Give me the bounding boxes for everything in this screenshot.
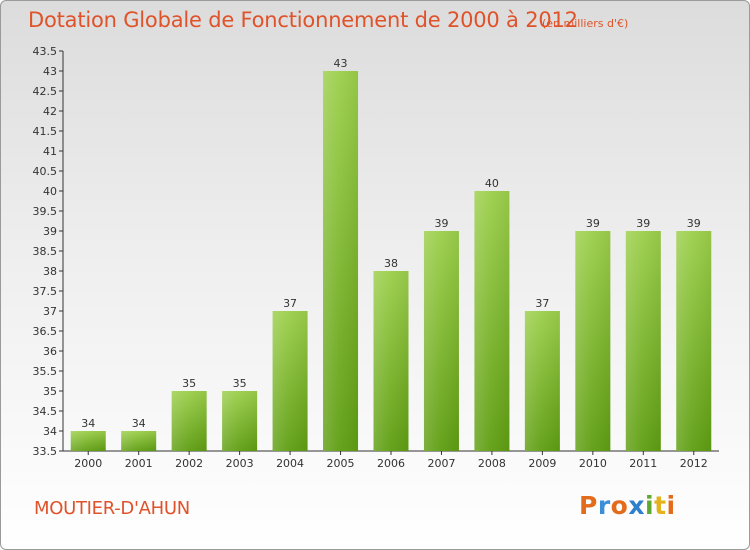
y-tick-label: 35.5 xyxy=(33,365,58,378)
bar-shine xyxy=(70,431,106,451)
bar-value-label: 34 xyxy=(81,417,95,430)
logo-letter: t xyxy=(654,491,667,520)
x-tick-label: 2006 xyxy=(377,457,405,470)
bar-shine xyxy=(575,231,611,451)
x-tick-label: 2007 xyxy=(427,457,455,470)
bar-shine xyxy=(171,391,207,451)
y-tick-label: 43.5 xyxy=(33,45,58,58)
x-tick-label: 2009 xyxy=(528,457,556,470)
bar-value-label: 39 xyxy=(586,217,600,230)
bar-value-label: 35 xyxy=(182,377,196,390)
x-tick-label: 2003 xyxy=(226,457,254,470)
y-tick-label: 34 xyxy=(43,425,57,438)
y-tick-label: 38 xyxy=(43,265,57,278)
bar-value-label: 37 xyxy=(535,297,549,310)
x-tick-label: 2002 xyxy=(175,457,203,470)
y-tick-label: 40 xyxy=(43,185,57,198)
logo-letter: r xyxy=(597,491,611,520)
y-tick-label: 39.5 xyxy=(33,205,58,218)
x-tick-label: 2001 xyxy=(125,457,153,470)
y-tick-label: 39 xyxy=(43,225,57,238)
logo-letter: P xyxy=(579,491,598,520)
bar-shine xyxy=(121,431,157,451)
y-tick-label: 34.5 xyxy=(33,405,58,418)
bar-value-label: 38 xyxy=(384,257,398,270)
bar-value-label: 39 xyxy=(636,217,650,230)
bar-shine xyxy=(625,231,661,451)
bar-value-label: 43 xyxy=(334,57,348,70)
x-tick-label: 2012 xyxy=(680,457,708,470)
bar-shine xyxy=(524,311,560,451)
y-tick-label: 36 xyxy=(43,345,57,358)
y-tick-label: 41.5 xyxy=(33,125,58,138)
logo-letter: o xyxy=(610,491,629,520)
x-tick-label: 2000 xyxy=(74,457,102,470)
y-tick-label: 36.5 xyxy=(33,325,58,338)
y-tick-label: 33.5 xyxy=(33,445,58,458)
bar-shine xyxy=(323,71,359,451)
logo-letter: i xyxy=(666,491,676,520)
x-tick-label: 2005 xyxy=(327,457,355,470)
y-tick-label: 35 xyxy=(43,385,57,398)
y-tick-label: 42 xyxy=(43,105,57,118)
bar-value-label: 39 xyxy=(434,217,448,230)
bar-value-label: 34 xyxy=(132,417,146,430)
bar-shine xyxy=(222,391,258,451)
y-tick-label: 37 xyxy=(43,305,57,318)
y-tick-label: 38.5 xyxy=(33,245,58,258)
bar-shine xyxy=(676,231,712,451)
x-tick-label: 2011 xyxy=(629,457,657,470)
bar-shine xyxy=(373,271,409,451)
y-tick-label: 40.5 xyxy=(33,165,58,178)
y-tick-label: 41 xyxy=(43,145,57,158)
bar-value-label: 39 xyxy=(687,217,701,230)
commune-name: MOUTIER-D'AHUN xyxy=(34,498,190,519)
chart-unit: (en milliers d'€) xyxy=(542,17,629,30)
bar-shine xyxy=(474,191,510,451)
y-tick-label: 42.5 xyxy=(33,85,58,98)
bar-value-label: 40 xyxy=(485,177,499,190)
bar-shine xyxy=(423,231,459,451)
bar-value-label: 37 xyxy=(283,297,297,310)
x-tick-label: 2008 xyxy=(478,457,506,470)
bar-shine xyxy=(272,311,308,451)
proxiti-logo: Proxiti xyxy=(579,491,676,520)
chart-title: Dotation Globale de Fonctionnement de 20… xyxy=(28,8,578,32)
y-tick-label: 43 xyxy=(43,65,57,78)
y-tick-label: 37.5 xyxy=(33,285,58,298)
logo-letter: i xyxy=(645,491,655,520)
x-tick-label: 2004 xyxy=(276,457,304,470)
bar-value-label: 35 xyxy=(233,377,247,390)
logo-letter: x xyxy=(628,491,645,520)
x-tick-label: 2010 xyxy=(579,457,607,470)
